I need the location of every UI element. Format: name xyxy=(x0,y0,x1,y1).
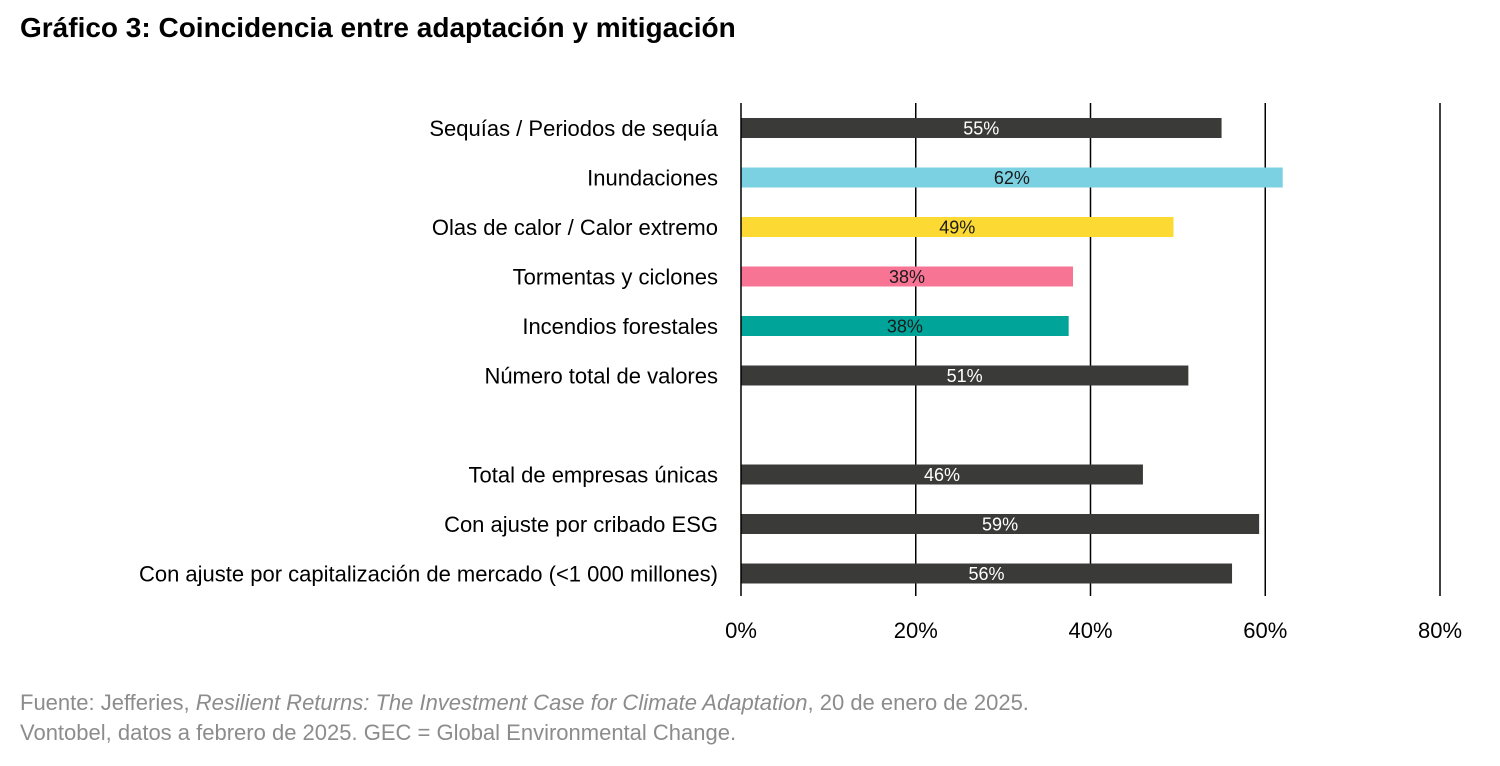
data-label: 38% xyxy=(889,267,925,287)
data-label: 59% xyxy=(982,515,1018,535)
source-suffix: , 20 de enero de 2025. xyxy=(807,690,1029,715)
bar xyxy=(741,266,1074,287)
bar xyxy=(741,365,1189,386)
bar xyxy=(741,563,1233,584)
bar xyxy=(741,167,1283,188)
data-label: 56% xyxy=(969,564,1005,584)
x-tick-label: 80% xyxy=(1418,618,1462,643)
x-tick-label: 40% xyxy=(1068,618,1112,643)
source-note: Fuente: Jefferies, Resilient Returns: Th… xyxy=(20,688,1029,748)
data-label: 55% xyxy=(963,119,999,139)
x-tick-label: 60% xyxy=(1243,618,1287,643)
data-label: 51% xyxy=(947,366,983,386)
bar xyxy=(741,217,1174,237)
data-label: 62% xyxy=(994,168,1030,188)
bar-chart: Sequías / Periodos de sequía 55% Inundacio… xyxy=(139,103,1462,643)
source-line-2: Vontobel, datos a febrero de 2025. GEC =… xyxy=(20,720,737,745)
category-label: Tormentas y ciclones xyxy=(513,265,718,290)
source-publication: Resilient Returns: The Investment Case f… xyxy=(195,690,808,715)
x-tick-label: 20% xyxy=(894,618,938,643)
data-label: 38% xyxy=(887,317,923,337)
category-label: Con ajuste por capitalización de mercado… xyxy=(139,562,718,587)
category-label: Con ajuste por cribado ESG xyxy=(444,512,718,537)
category-label: Total de empresas únicas xyxy=(469,463,718,488)
bar xyxy=(741,118,1222,138)
data-label: 49% xyxy=(939,218,975,238)
bar xyxy=(741,464,1143,485)
bar xyxy=(741,514,1260,534)
category-label: Número total de valores xyxy=(484,364,718,389)
data-label: 46% xyxy=(924,465,960,485)
category-label: Inundaciones xyxy=(587,166,718,191)
category-label: Olas de calor / Calor extremo xyxy=(432,215,718,240)
category-label: Sequías / Periodos de sequía xyxy=(429,116,718,141)
source-line-1: Fuente: Jefferies, Resilient Returns: Th… xyxy=(20,688,1029,718)
bar xyxy=(741,316,1069,336)
category-label: Incendios forestales xyxy=(522,314,718,339)
x-tick-label: 0% xyxy=(725,618,757,643)
source-prefix: Fuente: Jefferies, xyxy=(20,690,196,715)
chart-title: Gráfico 3: Coincidencia entre adaptación… xyxy=(20,12,736,43)
